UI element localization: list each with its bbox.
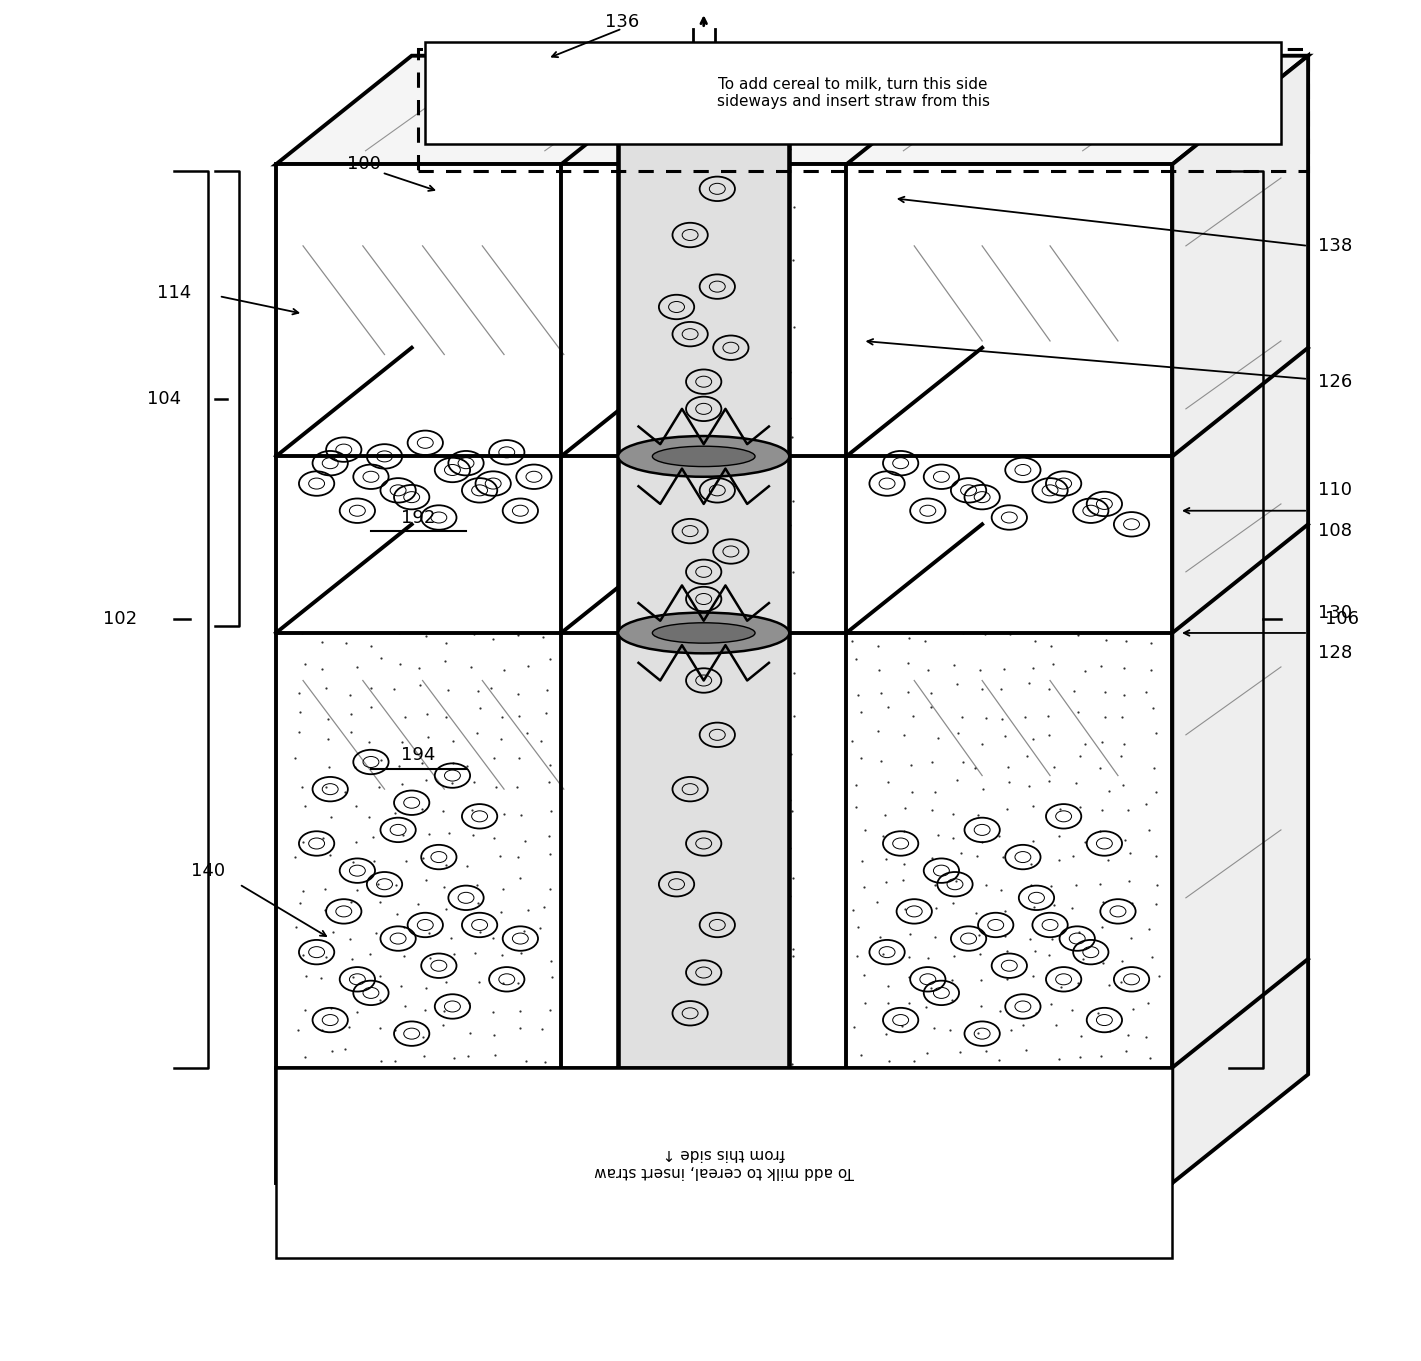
Text: 108: 108	[1319, 523, 1353, 540]
Text: 106: 106	[1324, 610, 1358, 629]
Bar	[276, 1067, 1172, 1258]
Text: 114: 114	[156, 284, 192, 302]
Text: 128: 128	[1319, 644, 1353, 663]
Bar	[418, 49, 1309, 171]
Ellipse shape	[652, 623, 755, 644]
Text: 100: 100	[347, 155, 381, 173]
Text: 102: 102	[102, 610, 136, 629]
Ellipse shape	[618, 436, 789, 476]
Ellipse shape	[618, 84, 789, 122]
Text: 130: 130	[1319, 603, 1353, 622]
Text: 104: 104	[148, 391, 182, 408]
Text: To add milk to cereal, insert straw
from this side ↑: To add milk to cereal, insert straw from…	[594, 1146, 854, 1179]
Text: 140: 140	[190, 862, 225, 879]
Polygon shape	[1172, 56, 1309, 1183]
Text: 192: 192	[401, 509, 436, 527]
Polygon shape	[276, 56, 1309, 165]
Ellipse shape	[652, 446, 755, 467]
Bar	[618, 103, 789, 1067]
Text: 194: 194	[401, 746, 436, 765]
Bar	[425, 42, 1280, 144]
Polygon shape	[276, 165, 1172, 1183]
Text: 138: 138	[1319, 237, 1353, 255]
Text: To add cereal to milk, turn this side
sideways and insert straw from this: To add cereal to milk, turn this side si…	[716, 76, 989, 109]
Text: 126: 126	[1319, 373, 1353, 391]
Text: 136: 136	[605, 12, 639, 31]
Ellipse shape	[648, 93, 759, 114]
Text: 110: 110	[1319, 482, 1353, 499]
Ellipse shape	[618, 612, 789, 653]
